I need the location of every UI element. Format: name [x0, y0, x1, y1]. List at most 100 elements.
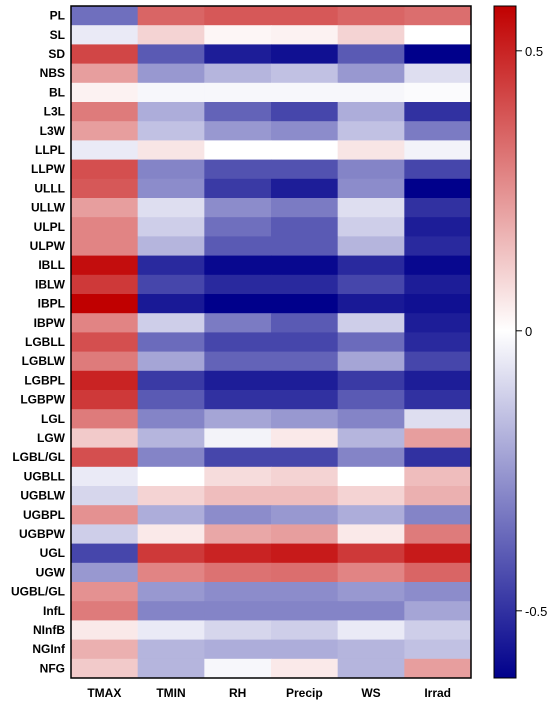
heatmap-cell-UGBL/GL-RH — [204, 582, 272, 602]
heatmap-cell-L3W-TMAX — [71, 121, 139, 141]
heatmap-cell-NGInf-Irrad — [404, 639, 472, 660]
row-label: UGW — [36, 565, 66, 579]
heatmap-cell-IBPW-TMIN — [137, 313, 205, 333]
heatmap-cell-IBLL-Irrad — [404, 255, 472, 276]
colorbar-tick-label: -0.5 — [525, 604, 547, 619]
heatmap-cell-LGL-Irrad — [404, 409, 472, 429]
heatmap-cell-NInfB-Irrad — [404, 620, 472, 641]
heatmap-cell-IBLL-TMAX — [71, 255, 139, 276]
heatmap-cell-LLPW-TMAX — [71, 159, 139, 180]
heatmap-cell-L3L-Precip — [271, 102, 339, 122]
heatmap-cell-NFG-Precip — [271, 658, 339, 679]
heatmap-cell-ULPL-TMAX — [71, 217, 139, 237]
heatmap-cell-UGL-TMIN — [137, 543, 205, 564]
heatmap-cell-NFG-TMAX — [71, 658, 139, 679]
heatmap-cell-LGW-Precip — [271, 428, 339, 449]
heatmap-cell-ULPW-TMAX — [71, 236, 139, 257]
column-label: RH — [229, 686, 246, 700]
heatmap-cell-LLPL-WS — [337, 140, 405, 161]
row-label: UGBL/GL — [11, 585, 65, 599]
colorbar-tick-label: 0 — [525, 324, 532, 339]
heatmap-cell-ULPL-Irrad — [404, 217, 472, 237]
plot-border — [70, 5, 472, 679]
heatmap-cell-LGW-RH — [204, 428, 272, 449]
heatmap-cell-IBLW-RH — [204, 274, 272, 295]
heatmap-cell-LGBPL-RH — [204, 370, 272, 391]
heatmap-cell-LGBL/GL-Precip — [271, 447, 339, 468]
row-label: L3W — [40, 124, 66, 138]
heatmap-cell-UGBPL-Precip — [271, 505, 339, 525]
heatmap-cell-PL-Precip — [271, 6, 339, 26]
heatmap-cell-PL-WS — [337, 6, 405, 26]
heatmap-cell-PL-Irrad — [404, 6, 472, 26]
heatmap-cell-BL-TMIN — [137, 82, 205, 103]
heatmap-cell-UGBPW-TMAX — [71, 524, 139, 545]
heatmap-cell-UGBL/GL-WS — [337, 582, 405, 602]
column-label: Irrad — [424, 686, 451, 700]
row-label: LLPL — [35, 143, 65, 157]
heatmap-cell-ULLL-Irrad — [404, 178, 472, 199]
heatmap-cell-LGBPL-WS — [337, 370, 405, 391]
heatmap-cell-PL-TMIN — [137, 6, 205, 26]
heatmap-cell-BL-RH — [204, 82, 272, 103]
heatmap-cell-PL-RH — [204, 6, 272, 26]
heatmap-cell-ULPW-RH — [204, 236, 272, 257]
heatmap-cell-IBPL-WS — [337, 294, 405, 314]
heatmap-cell-IBPW-RH — [204, 313, 272, 333]
heatmap-cell-LGBPW-Precip — [271, 390, 339, 410]
heatmap-cell-IBPW-WS — [337, 313, 405, 333]
heatmap-cell-LGW-Irrad — [404, 428, 472, 449]
heatmap-cell-NGInf-Precip — [271, 639, 339, 660]
heatmap-cell-UGBLL-WS — [337, 466, 405, 487]
heatmap-cell-LGBLW-Irrad — [404, 351, 472, 372]
row-label: PL — [50, 9, 65, 23]
heatmap-cell-BL-WS — [337, 82, 405, 103]
heatmap-cell-ULPL-RH — [204, 217, 272, 237]
heatmap-cell-NFG-TMIN — [137, 658, 205, 679]
heatmap-cell-LGW-TMIN — [137, 428, 205, 449]
row-label: LGBPW — [20, 393, 65, 407]
heatmap-cell-ULLW-TMIN — [137, 198, 205, 218]
heatmap-cell-LGW-WS — [337, 428, 405, 449]
heatmap-cell-LGBPW-TMIN — [137, 390, 205, 410]
heatmap-cell-L3W-Precip — [271, 121, 339, 141]
heatmap-cell-L3W-TMIN — [137, 121, 205, 141]
heatmap-cell-LGL-WS — [337, 409, 405, 429]
heatmap-cell-InfL-Precip — [271, 601, 339, 621]
row-label: SD — [48, 47, 65, 61]
heatmap-cell-L3L-RH — [204, 102, 272, 122]
heatmap-cell-LGBPW-RH — [204, 390, 272, 410]
heatmap-cell-LLPL-Irrad — [404, 140, 472, 161]
row-label: ULPL — [34, 220, 65, 234]
heatmap-cell-UGBPW-Precip — [271, 524, 339, 545]
heatmap-cell-UGBPL-WS — [337, 505, 405, 525]
heatmap-cell-IBLW-TMIN — [137, 274, 205, 295]
colorbar — [493, 5, 517, 679]
heatmap-cell-LGBL/GL-RH — [204, 447, 272, 468]
heatmap-cell-InfL-Irrad — [404, 601, 472, 621]
row-label: BL — [49, 85, 65, 99]
column-label: TMAX — [87, 686, 121, 700]
heatmap-cell-SL-WS — [337, 25, 405, 45]
row-label: InfL — [43, 604, 65, 618]
heatmap-cell-NBS-TMAX — [71, 63, 139, 84]
row-label: ULLL — [34, 181, 65, 195]
heatmap-cell-UGBLW-TMIN — [137, 486, 205, 506]
row-label: IBLL — [38, 258, 65, 272]
row-label: LGL — [41, 412, 65, 426]
heatmap-cell-UGBLL-TMAX — [71, 466, 139, 487]
heatmap-cell-NBS-Irrad — [404, 63, 472, 84]
heatmap-cell-UGW-TMIN — [137, 562, 205, 583]
heatmap-cell-IBPL-TMAX — [71, 294, 139, 314]
heatmap-cell-ULLL-RH — [204, 178, 272, 199]
heatmap-cell-IBPL-Precip — [271, 294, 339, 314]
heatmap-cell-LGBL/GL-TMAX — [71, 447, 139, 468]
heatmap-cell-LGBPL-TMAX — [71, 370, 139, 391]
heatmap-cell-IBPL-Irrad — [404, 294, 472, 314]
heatmap-cell-LLPW-Irrad — [404, 159, 472, 180]
heatmap-cell-InfL-WS — [337, 601, 405, 621]
heatmap-cell-UGBLW-RH — [204, 486, 272, 506]
heatmap-cell-LGBL/GL-TMIN — [137, 447, 205, 468]
column-labels: TMAX TMIN RH Precip WS Irrad — [87, 686, 451, 700]
heatmap-cell-IBLL-RH — [204, 255, 272, 276]
